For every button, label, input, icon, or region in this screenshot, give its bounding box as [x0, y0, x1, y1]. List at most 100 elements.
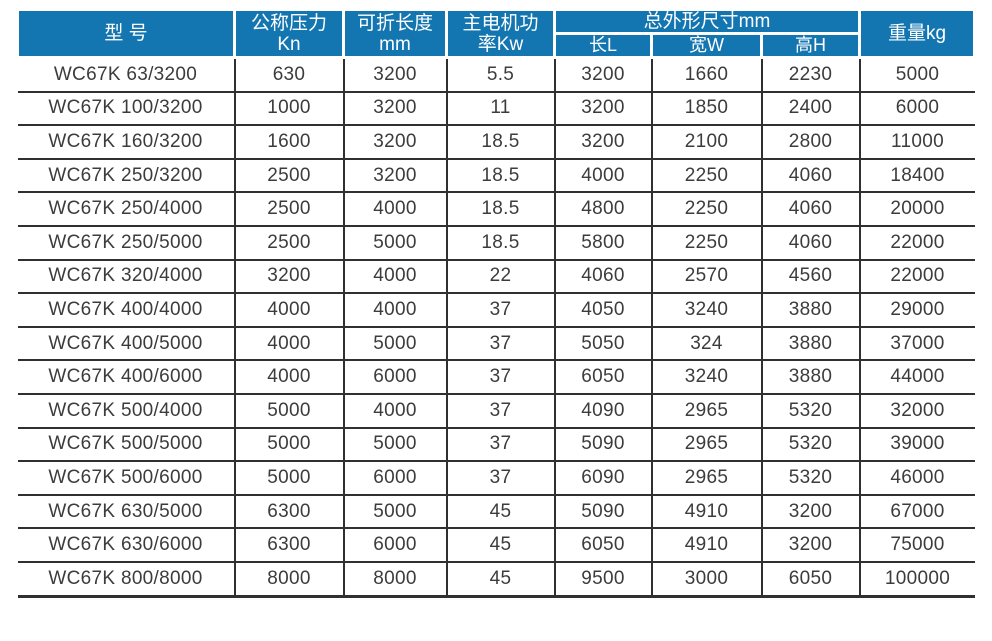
model-cell: WC67K 320/4000: [17, 258, 236, 295]
dim-height-cell: 6050: [760, 560, 861, 598]
weight-cell: 22000: [858, 224, 975, 261]
table-row: WC67K 320/4000 3200 4000 22 4060 2570 4560 2200…: [17, 258, 975, 295]
dim-width-cell: 3240: [650, 292, 763, 328]
pressure-cell: 6300: [233, 527, 345, 563]
dim-length-cell: 5050: [553, 325, 653, 362]
pressure-cell: 5000: [233, 392, 345, 429]
dim-width-cell: 2250: [650, 224, 763, 261]
model-cell: WC67K 250/4000: [17, 191, 236, 227]
model-cell: WC67K 160/3200: [17, 124, 236, 160]
model-cell: WC67K 250/5000: [17, 224, 236, 261]
table-row: WC67K 160/3200 1600 3200 18.5 3200 2100 2800 11…: [17, 124, 975, 160]
table-row: WC67K 400/6000 4000 6000 37 6050 3240 3880 4400…: [17, 359, 975, 395]
dim-width-cell: 4910: [650, 493, 763, 530]
dim-height-cell: 3200: [760, 493, 861, 530]
table-row: WC67K 800/8000 8000 8000 45 9500 3000 6050 1000…: [17, 560, 975, 598]
fold-length-cell: 5000: [342, 325, 448, 362]
col-header-dimensions-group: 总外形尺寸mm: [553, 8, 861, 35]
motor-power-cell: 18.5: [445, 157, 556, 194]
motor-power-cell: 18.5: [445, 124, 556, 160]
table-row: WC67K 400/4000 4000 4000 37 4050 3240 3880 2900…: [17, 292, 975, 328]
dim-width-cell: 2250: [650, 191, 763, 227]
table-row: WC67K 250/4000 2500 4000 18.5 4800 2250 4060 20…: [17, 191, 975, 227]
model-cell: WC67K 630/5000: [17, 493, 236, 530]
table-body: WC67K 63/3200 630 3200 5.5 3200 1660 2230 5000 W…: [17, 57, 975, 598]
weight-cell: 5000: [858, 57, 975, 93]
weight-cell: 39000: [858, 426, 975, 463]
motor-power-cell: 45: [445, 560, 556, 598]
col-header-fold-length-line1: 可折长度: [356, 12, 433, 34]
col-header-motor-power-line1: 主电机功: [462, 12, 539, 34]
dim-length-cell: 4800: [553, 191, 653, 227]
dim-height-cell: 4560: [760, 258, 861, 295]
motor-power-cell: 37: [445, 426, 556, 463]
col-header-fold-length-line2: mm: [379, 33, 411, 55]
fold-length-cell: 6000: [342, 527, 448, 563]
motor-power-cell: 22: [445, 258, 556, 295]
dim-width-cell: 2965: [650, 426, 763, 463]
weight-cell: 18400: [858, 157, 975, 194]
dim-height-cell: 4060: [760, 191, 861, 227]
dim-width-cell: 2570: [650, 258, 763, 295]
fold-length-cell: 3200: [342, 90, 448, 127]
pressure-cell: 8000: [233, 560, 345, 598]
weight-cell: 75000: [858, 527, 975, 563]
col-header-motor-power: 主电机功 率Kw: [445, 8, 556, 59]
pressure-cell: 2500: [233, 224, 345, 261]
pressure-cell: 1600: [233, 124, 345, 160]
dim-length-cell: 5090: [553, 426, 653, 463]
pressure-cell: 4000: [233, 292, 345, 328]
dim-width-cell: 4910: [650, 527, 763, 563]
pressure-cell: 2500: [233, 191, 345, 227]
pressure-cell: 630: [233, 57, 345, 93]
fold-length-cell: 6000: [342, 460, 448, 496]
spec-table: 型 号 公称压力 Kn 可折长度 mm 主电机功 率Kw 总外形尺寸mm 重量k…: [16, 8, 976, 598]
weight-cell: 20000: [858, 191, 975, 227]
dim-width-cell: 324: [650, 325, 763, 362]
weight-cell: 37000: [858, 325, 975, 362]
col-header-pressure: 公称压力 Kn: [233, 8, 345, 59]
dim-height-cell: 5320: [760, 460, 861, 496]
dim-length-cell: 5800: [553, 224, 653, 261]
fold-length-cell: 3200: [342, 57, 448, 93]
col-header-dim-height: 高H: [760, 32, 861, 59]
table-row: WC67K 500/4000 5000 4000 37 4090 2965 5320 3200…: [17, 392, 975, 429]
dim-width-cell: 2965: [650, 460, 763, 496]
motor-power-cell: 18.5: [445, 191, 556, 227]
dim-width-cell: 2250: [650, 157, 763, 194]
table-header: 型 号 公称压力 Kn 可折长度 mm 主电机功 率Kw 总外形尺寸mm 重量k…: [16, 8, 976, 59]
fold-length-cell: 5000: [342, 224, 448, 261]
pressure-cell: 4000: [233, 325, 345, 362]
dim-length-cell: 5090: [553, 493, 653, 530]
model-cell: WC67K 400/6000: [17, 359, 236, 395]
weight-cell: 46000: [858, 460, 975, 496]
dim-length-cell: 6090: [553, 460, 653, 496]
dim-length-cell: 3200: [553, 57, 653, 93]
weight-cell: 67000: [858, 493, 975, 530]
fold-length-cell: 3200: [342, 124, 448, 160]
dim-height-cell: 2400: [760, 90, 861, 127]
col-header-motor-power-line2: 率Kw: [477, 33, 524, 55]
pressure-cell: 2500: [233, 157, 345, 194]
dim-length-cell: 6050: [553, 527, 653, 563]
pressure-cell: 5000: [233, 426, 345, 463]
col-header-dim-length: 长L: [553, 32, 653, 59]
model-cell: WC67K 100/3200: [17, 90, 236, 127]
table-row: WC67K 250/3200 2500 3200 18.5 4000 2250 4060 18…: [17, 157, 975, 194]
motor-power-cell: 5.5: [445, 57, 556, 93]
dim-length-cell: 4000: [553, 157, 653, 194]
dim-width-cell: 1660: [650, 57, 763, 93]
motor-power-cell: 11: [445, 90, 556, 127]
motor-power-cell: 18.5: [445, 224, 556, 261]
motor-power-cell: 37: [445, 392, 556, 429]
weight-cell: 22000: [858, 258, 975, 295]
model-cell: WC67K 63/3200: [17, 57, 236, 93]
weight-cell: 100000: [858, 560, 975, 598]
dim-height-cell: 3880: [760, 292, 861, 328]
dim-width-cell: 2965: [650, 392, 763, 429]
dim-height-cell: 3200: [760, 527, 861, 563]
model-cell: WC67K 400/5000: [17, 325, 236, 362]
pressure-cell: 6300: [233, 493, 345, 530]
motor-power-cell: 37: [445, 325, 556, 362]
motor-power-cell: 45: [445, 527, 556, 563]
